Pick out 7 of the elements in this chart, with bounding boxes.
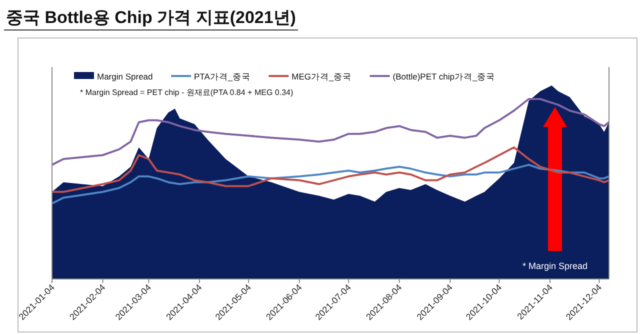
- legend-label: MEG가격_중국: [292, 72, 352, 82]
- chart-title: 중국 Bottle용 Chip 가격 지표(2021년): [6, 8, 296, 27]
- legend-label: PTA가격_중국: [194, 72, 251, 82]
- legend-label: (Bottle)PET chip가격_중국: [392, 72, 496, 82]
- annotation: * Margin Spread = PET chip - 원재료(PTA 0.84 + MEG 0.34): [80, 88, 294, 97]
- annotation: * Margin Spread: [522, 261, 588, 271]
- legend-label: Margin Spread: [97, 72, 154, 82]
